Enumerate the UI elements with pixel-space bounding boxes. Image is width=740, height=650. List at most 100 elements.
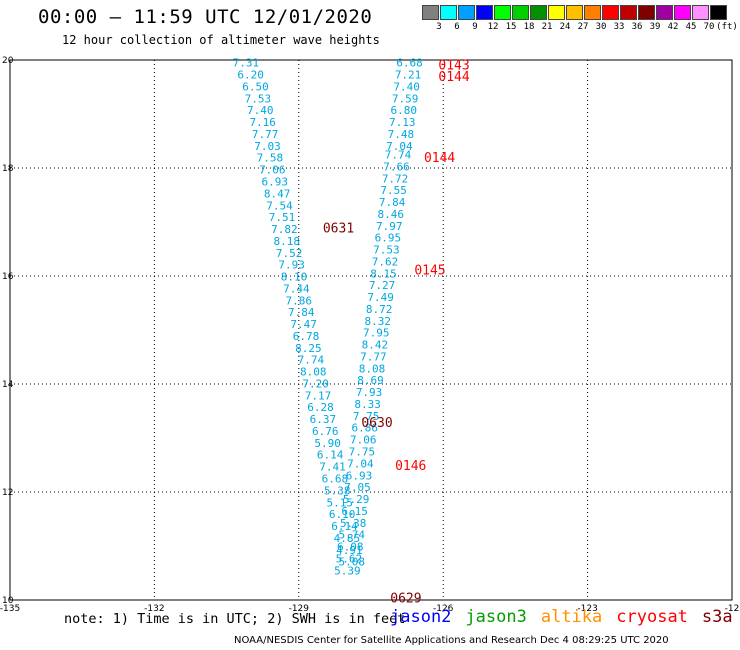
wave-height-label: 8.69	[357, 374, 384, 387]
plot-frame	[9, 59, 733, 601]
colorbar-label: 24	[559, 22, 571, 32]
wave-height-label: 7.49	[367, 291, 394, 304]
wave-height-label: 7.86	[286, 294, 313, 307]
wave-height-label: 8.42	[362, 339, 389, 352]
wave-height-label: 7.47	[290, 318, 317, 331]
wave-height-label: 7.52	[276, 247, 303, 260]
wave-height-label: 6.14	[317, 449, 344, 462]
wave-height-label: 6.28	[307, 401, 334, 414]
y-tick-label: 18	[2, 164, 14, 174]
colorbar-label: 12	[487, 22, 499, 32]
wave-height-label: 7.41	[319, 461, 346, 474]
wave-height-label: 6.76	[312, 425, 339, 438]
wave-height-label: 7.53	[245, 92, 272, 105]
colorbar-swatch	[656, 5, 673, 20]
wave-height-label: 7.84	[379, 196, 406, 209]
wave-height-label: 7.44	[283, 282, 310, 295]
wave-height-label: 7.04	[386, 140, 413, 153]
wave-height-label: 7.16	[249, 116, 276, 129]
x-tick-label: -129	[289, 604, 310, 614]
chart-subtitle: 12 hour collection of altimeter wave hei…	[62, 33, 380, 47]
wave-height-label: 6.93	[261, 176, 288, 189]
colorbar-label: 30	[595, 22, 607, 32]
pass-time-label: 0629	[390, 591, 421, 606]
wave-height-label: 7.04	[347, 457, 374, 470]
wave-height-label: 7.48	[388, 128, 415, 141]
wave-height-label: 7.51	[269, 211, 296, 224]
wave-height-label: 7.84	[288, 306, 315, 319]
credit-line: NOAA/NESDIS Center for Satellite Applica…	[234, 635, 669, 646]
y-tick-label: 16	[2, 272, 14, 282]
wave-height-label: 7.53	[373, 244, 400, 257]
colorbar-swatch	[494, 5, 511, 20]
colorbar-swatch	[440, 5, 457, 20]
wave-height-label: 7.66	[383, 160, 410, 173]
wave-height-label: 8.46	[377, 208, 404, 221]
chart-title: 00:00 – 11:59 UTC 12/01/2020	[38, 6, 373, 28]
wave-height-label: 5.74	[338, 529, 365, 542]
wave-height-label: 7.74	[298, 354, 325, 367]
colorbar-swatch	[584, 5, 601, 20]
wave-height-label: 7.31	[233, 57, 260, 70]
wave-height-label: 7.55	[380, 184, 407, 197]
wave-height-label: 7.74	[385, 149, 412, 162]
wave-height-label: 6.08	[337, 541, 364, 554]
colorbar-swatch	[674, 5, 691, 20]
wave-height-label: 5.08	[338, 556, 365, 569]
wave-height-label: 7.95	[363, 327, 390, 340]
wave-height-label: 8.72	[366, 303, 393, 316]
wave-height-label: 6.15	[341, 505, 368, 518]
colorbar-swatch	[458, 5, 475, 20]
wave-height-label: 6.50	[242, 80, 269, 93]
wave-height-label: 7.40	[247, 104, 274, 117]
colorbar-swatch	[548, 5, 565, 20]
legend-altika: altika	[540, 607, 603, 627]
colorbar-swatch	[512, 5, 529, 20]
colorbar-label: 3	[436, 22, 442, 32]
colorbar-swatch	[530, 5, 547, 20]
colorbar-swatch	[422, 5, 439, 20]
wave-height-label: 7.77	[252, 128, 279, 141]
wave-height-label: 7.59	[392, 92, 419, 105]
wave-height-label: 8.47	[264, 187, 291, 200]
wave-height-label: 8.10	[281, 271, 308, 284]
colorbar-label: (ft)	[716, 22, 738, 32]
colorbar-swatch	[476, 5, 493, 20]
colorbar-label: 6	[454, 22, 460, 32]
colorbar-label: 39	[649, 22, 661, 32]
colorbar-label: 18	[523, 22, 535, 32]
wave-height-label: 7.06	[259, 164, 286, 177]
wave-height-label: 8.08	[359, 362, 386, 375]
wave-height-label: 8.25	[295, 342, 322, 355]
wave-height-label: 7.54	[266, 199, 293, 212]
wave-height-label: 7.77	[360, 350, 387, 363]
legend-cryosat: cryosat	[616, 607, 688, 627]
wave-height-label: 8.33	[354, 398, 381, 411]
wave-height-label: 6.93	[346, 469, 373, 482]
wave-height-label: 5.15	[326, 496, 353, 509]
satellite-legend: jason2 jason3 altika cryosat s3a	[390, 607, 740, 627]
pass-time-label: 0144	[438, 70, 469, 85]
colorbar-label: 9	[472, 22, 478, 32]
y-tick-label: 20	[2, 56, 14, 66]
y-tick-label: 14	[2, 380, 14, 390]
wave-height-label: 6.78	[293, 330, 320, 343]
colorbar-label: 70	[703, 22, 715, 32]
wave-height-label: 5.62	[336, 552, 363, 565]
legend-s3a: s3a	[701, 607, 733, 627]
wave-height-label: 7.21	[395, 69, 422, 82]
colorbar-label: 36	[631, 22, 643, 32]
wave-height-label: 7.93	[278, 259, 305, 272]
colorbar-swatch	[692, 5, 709, 20]
wave-height-label: 5.39	[334, 564, 361, 577]
wave-height-label: 7.72	[382, 172, 409, 185]
colorbar-label: 27	[577, 22, 589, 32]
pass-time-label: 0630	[361, 416, 392, 431]
wave-height-label: 7.93	[356, 386, 383, 399]
wave-height-label: 7.05	[344, 481, 371, 494]
pass-time-label: 0144	[424, 151, 455, 166]
wave-height-label: 7.75	[353, 410, 380, 423]
colorbar-label: 45	[685, 22, 697, 32]
wave-height-label: 7.58	[257, 152, 284, 165]
